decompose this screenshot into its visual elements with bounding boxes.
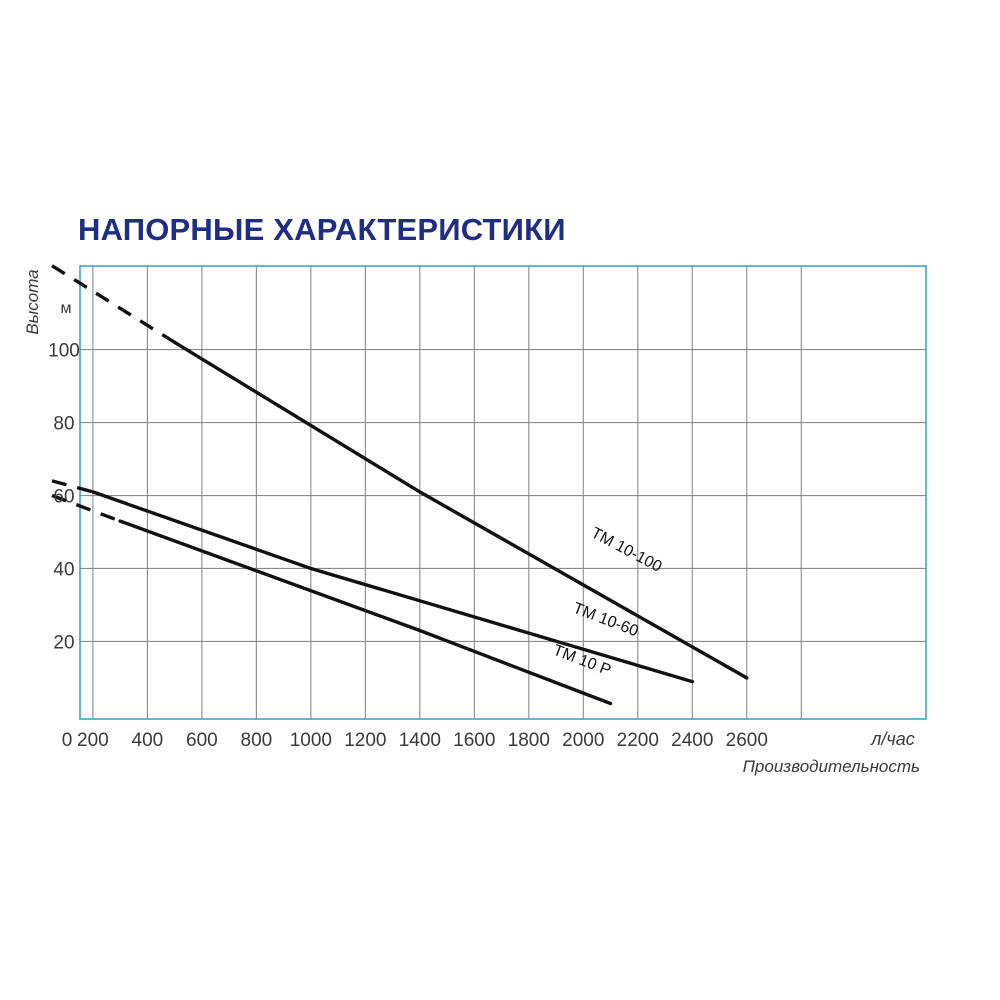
grid	[80, 266, 926, 719]
x-tick-label: 600	[186, 730, 218, 751]
chart-title: НАПОРНЫЕ ХАРАКТЕРИСТИКИ	[78, 212, 566, 247]
series-label: ТМ 10-60	[571, 600, 641, 640]
x-tick-label: 1400	[399, 730, 441, 751]
x-tick-label: 200	[77, 730, 109, 751]
y-tick-label: 60	[53, 487, 74, 508]
series-line-тм-10-р	[118, 519, 613, 706]
x-axis-unit: л/час	[870, 729, 914, 749]
y-tick-label: 20	[53, 632, 74, 653]
series-line-dashed-тм-10-р	[51, 493, 121, 523]
x-tick-label: 1000	[290, 730, 332, 751]
y-tick-label: 40	[53, 559, 74, 580]
x-tick-label: 1800	[508, 730, 550, 751]
x-tick-label: 2000	[562, 730, 604, 751]
x-tick-label: 400	[132, 730, 164, 751]
x-tick-label: 1200	[344, 730, 386, 751]
y-tick-label: 100	[48, 341, 80, 362]
x-tick-label: 1600	[453, 730, 495, 751]
y-tick-label: 80	[53, 414, 74, 435]
series-line-тм-10-100	[172, 340, 749, 680]
tick-labels: 0 200 400 600 800 1000 1200 1400 1600 1800 2000 220…	[48, 341, 768, 751]
x-tick-label: 0	[62, 730, 73, 751]
x-tick-label: 800	[241, 730, 273, 751]
series-line-тм-10-60	[91, 490, 694, 684]
y-axis-label: Высота	[23, 269, 42, 334]
x-tick-label: 2600	[726, 730, 768, 751]
x-axis-label: Производительность	[743, 757, 920, 776]
series-layer	[51, 264, 749, 706]
series-line-dashed-тм-10-60	[51, 479, 94, 494]
x-tick-label: 2200	[617, 730, 659, 751]
plot-frame	[79, 265, 927, 720]
y-axis-unit: м	[61, 300, 72, 317]
x-tick-label: 2400	[671, 730, 713, 751]
